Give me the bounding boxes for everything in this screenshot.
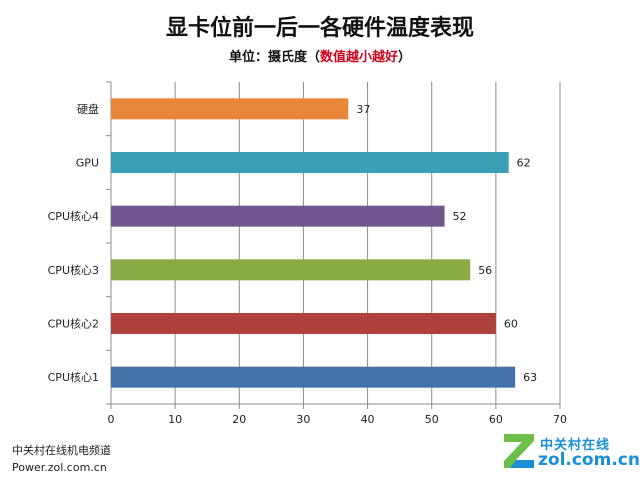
zol-logo: 中关村在线 zol.com.cn — [500, 428, 640, 476]
x-tick-label: 0 — [108, 413, 115, 426]
bar — [111, 259, 471, 281]
footer-url: Power.zol.com.cn — [12, 461, 107, 474]
subtitle-suffix: ） — [398, 50, 412, 65]
bar — [111, 366, 516, 388]
category-label: CPU核心3 — [48, 263, 99, 277]
data-label: 62 — [517, 157, 531, 170]
footer-source: 中关村在线机电频道 Power.zol.com.cn — [12, 442, 111, 476]
chart-subtitle: 单位：摄氏度（数值越小越好） — [0, 46, 640, 65]
x-tick-label: 70 — [553, 413, 567, 426]
subtitle-prefix: 单位：摄氏度（ — [228, 50, 320, 65]
x-tick-label: 40 — [361, 413, 375, 426]
category-label: CPU核心2 — [48, 317, 99, 331]
x-tick-label: 60 — [489, 413, 503, 426]
category-label: CPU核心4 — [48, 209, 99, 223]
data-label: 56 — [478, 264, 492, 277]
bar — [111, 98, 349, 120]
data-label: 37 — [356, 103, 370, 116]
chart-title: 显卡位前一后一各硬件温度表现 — [165, 15, 474, 41]
category-label: CPU核心1 — [48, 370, 99, 384]
zol-z-logo-icon — [504, 434, 534, 468]
bar-chart: 0 10 20 30 40 50 60 70 硬盘 37 GPU 62 CPU核心4 52 CPU核心3 56… — [48, 81, 567, 426]
category-label: GPU — [76, 157, 99, 170]
footer-channel: 中关村在线机电频道 — [12, 444, 111, 457]
subtitle-highlight: 数值越小越好 — [319, 50, 398, 65]
logo-cn-text: 中关村在线 — [540, 438, 611, 453]
x-tick-label: 50 — [425, 413, 439, 426]
data-label: 63 — [523, 371, 537, 384]
x-tick-label: 30 — [296, 413, 310, 426]
bar — [111, 313, 496, 334]
x-tick-label: 20 — [232, 413, 246, 426]
bar — [111, 152, 509, 173]
bar — [111, 205, 445, 227]
x-tick-label: 10 — [168, 413, 182, 426]
data-label: 52 — [453, 210, 467, 223]
data-label: 60 — [504, 318, 518, 331]
category-label: 硬盘 — [77, 102, 99, 116]
logo-en-text: zol.com.cn — [538, 450, 640, 470]
